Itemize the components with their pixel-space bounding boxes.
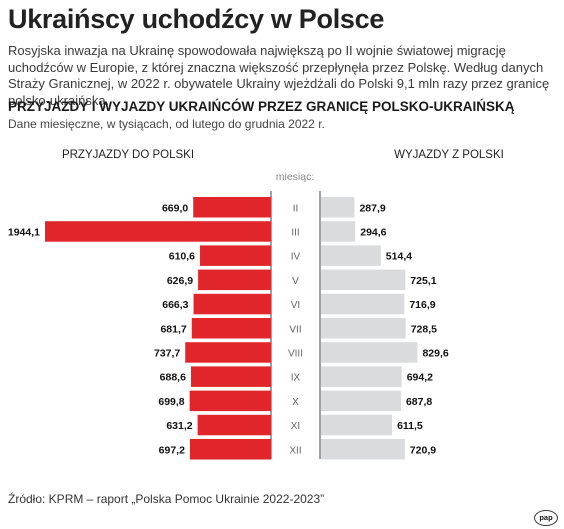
bar-label-arrivals: 669,0 [162,202,188,214]
bar-label-departures: 829,6 [422,347,448,359]
month-label: IX [291,373,301,384]
bar-arrivals [193,293,271,315]
bar-departures [321,390,401,412]
bar-label-departures: 611,5 [397,420,423,432]
bar-label-arrivals: 631,2 [166,420,192,432]
month-label: III [291,227,299,238]
bar-departures [321,439,405,460]
left-series-heading: PRZYJAZDY DO POLSKI [62,149,194,161]
month-label: VII [289,324,301,335]
month-label: V [292,276,299,287]
category-axis-label: miesiąc: [276,171,315,183]
bar-departures [321,318,406,339]
month-label: VI [291,300,300,311]
right-series-heading: WYJAZDY Z POLSKI [394,149,504,161]
bar-label-arrivals: 626,9 [167,275,193,287]
month-label: IV [291,252,301,263]
bar-arrivals [197,414,271,436]
bar-departures [321,197,355,218]
bar-label-arrivals: 666,3 [162,299,188,311]
bar-arrivals [198,269,271,291]
bar-arrivals [45,221,271,242]
bar-label-departures: 687,8 [406,396,432,408]
intro-text: Rosyjska inwazja na Ukrainę spowodowała … [8,43,550,108]
bar-label-arrivals: 699,8 [158,396,184,408]
source-note: Źródło: KPRM – raport „Polska Pomoc Ukra… [8,492,325,506]
page-title: Ukraińscy uchodźcy w Polsce [8,4,385,34]
bar-arrivals [190,366,271,387]
bar-arrivals [189,390,271,412]
month-label: VIII [288,348,303,359]
bar-label-arrivals: 610,6 [169,251,195,263]
bar-label-departures: 720,9 [410,444,436,456]
bar-label-departures: 514,4 [386,251,412,263]
bar-departures [321,414,393,436]
pap-logo: pap [534,510,558,526]
bar-arrivals [200,245,271,266]
bar-departures [321,245,381,266]
bar-arrivals [189,439,271,460]
bar-arrivals [193,197,271,218]
chart-subtitle: Dane miesięczne, w tysiącach, od lutego … [8,117,325,131]
bar-arrivals [191,318,271,339]
month-label: X [292,397,299,408]
bar-label-departures: 725,1 [410,275,436,287]
bar-departures [321,269,406,291]
bar-label-departures: 294,6 [360,226,386,238]
bar-label-departures: 287,9 [359,202,385,214]
bar-departures [321,366,402,387]
bar-label-departures: 716,9 [409,299,435,311]
month-label: II [293,203,299,214]
bar-departures [321,221,356,242]
month-label: XI [291,421,300,432]
bar-label-arrivals: 737,7 [154,347,180,359]
bar-arrivals [185,342,271,363]
bar-label-arrivals: 1944,1 [8,226,40,238]
bar-departures [321,293,405,315]
bar-departures [321,342,418,363]
bar-label-departures: 728,5 [411,323,437,335]
chart-heading: PRZYJAZDY I WYJAZDY UKRAIŃCÓW PRZEZ GRAN… [8,99,515,114]
month-label: XII [289,445,301,456]
bar-label-departures: 694,2 [407,372,433,384]
bar-label-arrivals: 681,7 [160,323,186,335]
bar-label-arrivals: 688,6 [160,372,186,384]
bar-label-arrivals: 697,2 [159,444,185,456]
